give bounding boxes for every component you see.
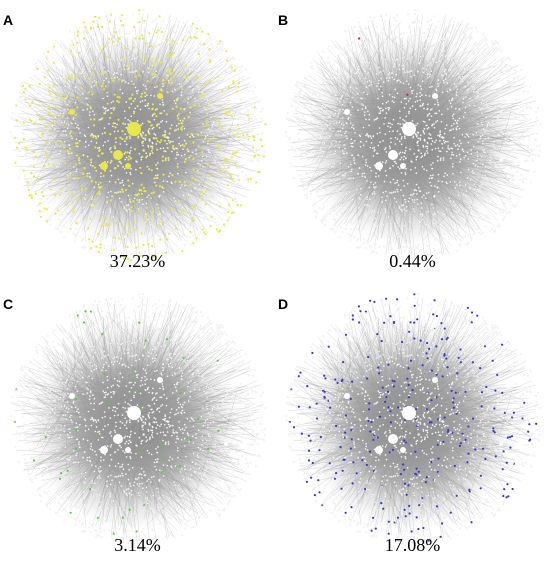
graph-hubs [344, 377, 503, 454]
percent-label-b: 0.44% [389, 251, 436, 271]
percent-label-d: 17.08% [384, 535, 441, 555]
panel-c: C 3.14% [0, 284, 275, 568]
network-graph-b [285, 9, 542, 262]
panel-letter-a: A [3, 12, 14, 28]
graph-edges [11, 297, 265, 545]
percent-label-a: 37.23% [109, 251, 166, 271]
network-graph-c [10, 293, 267, 546]
network-graph-d [285, 293, 542, 546]
graph-nodes [10, 293, 267, 546]
panel-letter-c: C [3, 296, 14, 312]
graph-nodes [285, 293, 542, 546]
panel-letter-d: D [278, 296, 289, 312]
panel-d: D 17.08% [275, 284, 550, 568]
graph-hubs [69, 93, 228, 170]
panel-b: B 0.44% [275, 0, 550, 284]
panel-letter-b: B [278, 12, 289, 28]
network-graph-a [10, 9, 267, 262]
graph-hubs [69, 377, 228, 454]
panel-a: A 37.23% [0, 0, 275, 284]
graph-nodes [10, 9, 267, 262]
graph-nodes [285, 9, 542, 262]
graph-edges [286, 13, 540, 261]
graph-hubs [344, 93, 503, 170]
graph-edges [286, 297, 540, 545]
graph-edges [11, 13, 265, 261]
percent-label-c: 3.14% [114, 535, 161, 555]
